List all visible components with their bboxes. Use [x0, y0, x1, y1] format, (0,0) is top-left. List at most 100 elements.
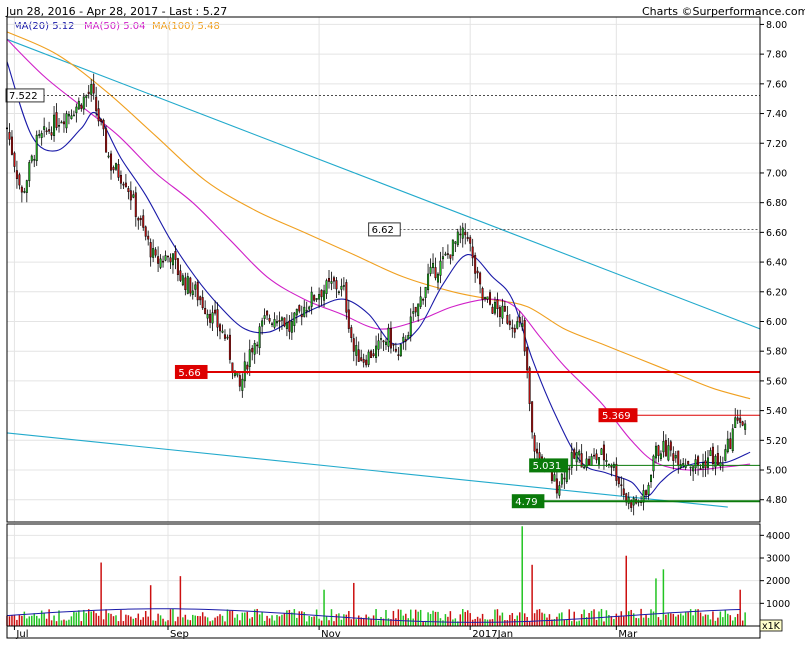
chart-credit: Charts ©Surperformance.com	[642, 5, 805, 18]
volume-bar	[694, 609, 697, 626]
candle-down	[179, 270, 182, 281]
volume-bar	[608, 614, 610, 626]
volume-bar	[219, 614, 221, 626]
level-label-box	[5, 88, 45, 103]
candle-down	[119, 174, 122, 184]
candle-up	[337, 291, 340, 294]
volume-bar	[206, 617, 209, 626]
volume-bar	[127, 615, 130, 626]
volume-bar	[504, 620, 506, 626]
date-axis-frame	[6, 625, 761, 639]
volume-bar	[575, 621, 578, 626]
volume-bar	[256, 608, 258, 626]
volume-bar	[184, 614, 187, 626]
candle-down	[149, 242, 152, 258]
y-tick-label: 6.00	[766, 317, 787, 328]
candle-up	[159, 258, 162, 268]
candle-up	[194, 284, 197, 290]
candle-down	[595, 453, 598, 461]
volume-panel-frame	[6, 523, 761, 627]
candle-down	[246, 364, 249, 370]
volume-bar	[375, 609, 377, 626]
candle-up	[387, 327, 390, 347]
legend-ma100-label: MA(100)	[152, 21, 195, 32]
volume-bar	[229, 610, 231, 626]
candle-down	[288, 320, 291, 332]
candle-down	[389, 327, 392, 349]
volume-bar	[43, 613, 45, 626]
candle-down	[278, 320, 281, 322]
candle-down	[422, 299, 425, 301]
volume-bar	[444, 614, 447, 626]
volume-bar	[130, 616, 132, 626]
y-tick-label: 7.20	[766, 139, 787, 150]
candle-down	[449, 254, 452, 259]
trend-line-upper	[6, 38, 761, 330]
volume-bar	[561, 612, 563, 626]
volume-bar	[120, 610, 122, 626]
volume-bar	[427, 612, 429, 626]
candle-up	[419, 296, 422, 307]
x-tick-label: Jul	[15, 629, 28, 640]
candle-down	[117, 164, 120, 178]
candle-up	[679, 464, 682, 469]
candle-down	[677, 450, 680, 466]
volume-bar	[462, 609, 464, 626]
volume-bar	[566, 619, 568, 626]
volume-average-line	[6, 608, 741, 623]
candle-down	[251, 347, 254, 353]
volume-bar	[137, 613, 140, 626]
volume-bar	[665, 614, 667, 626]
candle-up	[454, 241, 457, 244]
candle-up	[570, 452, 573, 468]
legend-ma20-value: 5.12	[52, 21, 75, 32]
candle-down	[189, 277, 192, 294]
candle-up	[493, 301, 496, 314]
candle-down	[268, 318, 271, 322]
volume-bar	[97, 615, 100, 626]
candle-up	[436, 273, 439, 283]
candle-down	[711, 446, 714, 465]
x-tick-label: Nov	[321, 629, 341, 640]
candle-down	[127, 188, 130, 192]
copyright-icon: ©	[681, 5, 693, 18]
candle-up	[340, 285, 343, 290]
candle-up	[181, 275, 184, 286]
volume-bar	[40, 610, 43, 626]
candle-up	[412, 311, 415, 314]
volume-bar	[315, 609, 318, 626]
candle-down	[350, 327, 353, 338]
volume-bar	[78, 610, 80, 626]
volume-bar	[627, 611, 630, 626]
candle-up	[285, 322, 288, 329]
candle-up	[486, 296, 489, 300]
volume-bar	[162, 618, 164, 626]
candle-up	[221, 330, 224, 333]
candle-up	[407, 335, 410, 340]
candle-down	[162, 260, 165, 263]
candle-down	[372, 353, 375, 357]
candle-down	[382, 340, 385, 343]
volume-bar	[380, 617, 382, 626]
volume-bar	[189, 620, 192, 626]
candle-down	[404, 339, 407, 342]
candle-up	[597, 457, 600, 465]
candle-up	[451, 239, 454, 256]
volume-bar	[531, 564, 533, 626]
y-tick-label: 7.00	[766, 168, 787, 179]
candle-up	[590, 456, 593, 466]
candle-up	[558, 485, 561, 496]
volume-bar	[323, 589, 325, 626]
candle-down	[157, 256, 160, 264]
volume-bar	[100, 562, 102, 626]
candle-up	[560, 473, 563, 485]
volume-scale-badge-label: x1K	[762, 621, 781, 632]
candle-down	[266, 310, 269, 316]
candle-down	[481, 288, 484, 300]
candle-up	[355, 345, 358, 356]
volume-bar	[73, 611, 75, 626]
candle-down	[657, 445, 660, 456]
candle-up	[72, 114, 75, 117]
volume-bar	[283, 613, 286, 626]
volume-bar	[226, 609, 229, 626]
